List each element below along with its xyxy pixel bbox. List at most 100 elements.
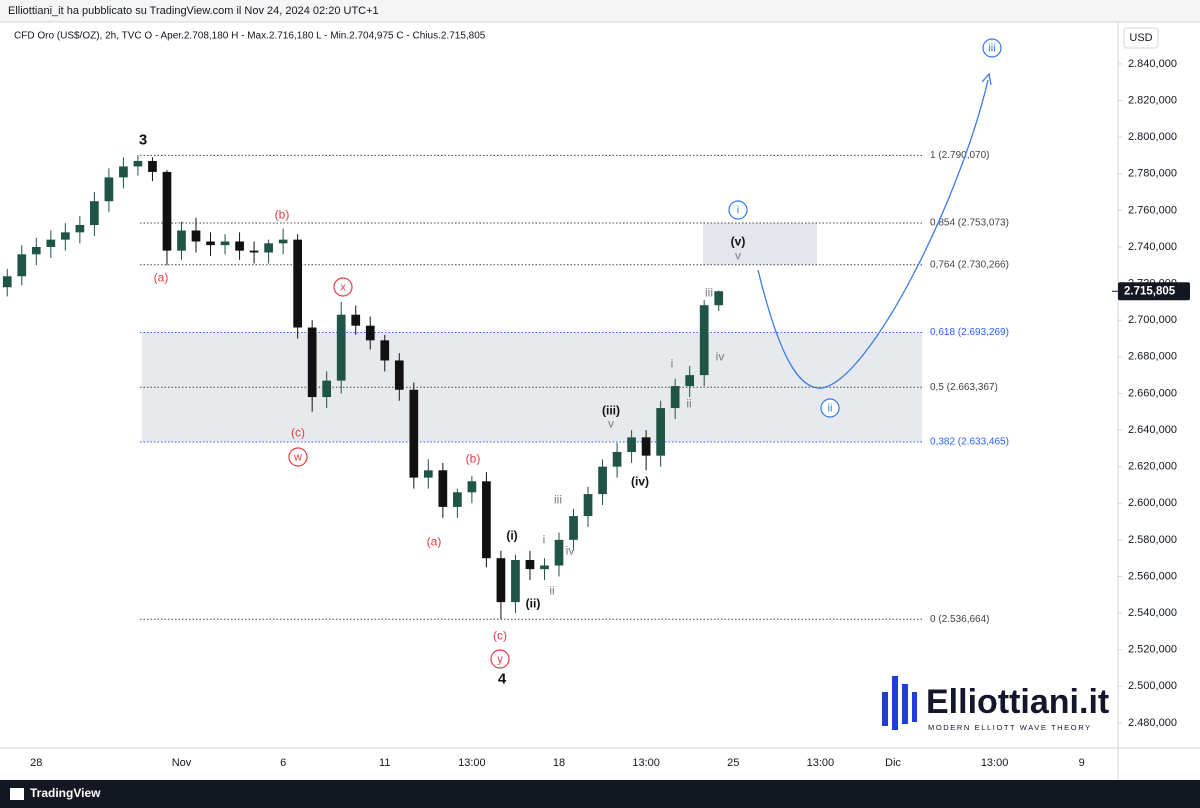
wave-label: (b): [466, 452, 481, 466]
projection-curve: [757, 79, 989, 389]
x-tick-label: Nov: [172, 757, 192, 769]
candle-body: [569, 516, 578, 540]
candle-body: [438, 470, 448, 507]
top-bar: [0, 0, 1200, 22]
candle-body: [685, 375, 695, 387]
logo-bar: [882, 692, 888, 726]
y-tick-label: 2.700,000: [1128, 314, 1177, 326]
fib-label: 0,854 (2.753,073): [930, 218, 1009, 229]
x-tick-label: 6: [280, 757, 286, 769]
candle-body: [699, 305, 709, 376]
x-tick-label: 25: [727, 757, 739, 769]
symbol-legend: CFD Oro (US$/OZ), 2h, TVC O - Aper.2.708…: [14, 31, 486, 42]
x-tick-label: 13:00: [632, 757, 660, 769]
wave-label: ii: [686, 397, 691, 411]
candle-body: [60, 232, 70, 240]
candle-body: [394, 360, 404, 390]
currency-button[interactable]: [1123, 27, 1159, 49]
wave-circle: [490, 649, 510, 669]
y-tick-label: 2.680,000: [1128, 351, 1177, 363]
logo-bar: [902, 684, 908, 724]
wave-label: iii: [554, 493, 562, 507]
wave-label: i: [737, 204, 739, 216]
wave-label: ii: [549, 584, 554, 598]
wave-label: (b): [275, 208, 290, 222]
y-tick-label: 2.600,000: [1128, 497, 1177, 509]
x-tick-label: 13:00: [458, 757, 486, 769]
logo-bar: [912, 692, 917, 722]
candle-body: [162, 171, 172, 251]
candle-body: [482, 481, 491, 559]
candle-body: [656, 408, 665, 456]
y-tick-label: 2.520,000: [1128, 644, 1177, 656]
y-tick-label: 2.580,000: [1128, 534, 1177, 546]
candle-body: [177, 230, 186, 251]
candle-body: [322, 380, 332, 398]
candle-body: [264, 243, 273, 253]
candle-body: [583, 494, 593, 517]
wave-label: y: [497, 653, 503, 665]
x-tick-label: 18: [553, 757, 565, 769]
candle-body: [423, 470, 433, 478]
wave-circle: [288, 447, 308, 467]
wave-label: (i): [506, 529, 517, 543]
y-tick-label: 2.840,000: [1128, 58, 1177, 70]
logo-name: Elliottiani.it: [926, 683, 1109, 721]
candle-body: [453, 492, 462, 507]
fib-label: 0,764 (2.730,266): [930, 259, 1009, 270]
y-tick-label: 2.560,000: [1128, 570, 1177, 582]
y-tick-label: 2.780,000: [1128, 168, 1177, 180]
candle-body: [351, 314, 361, 326]
y-tick-label: 2.800,000: [1128, 131, 1177, 143]
wave-label: (a): [154, 271, 169, 285]
y-tick-label: 2.760,000: [1128, 204, 1177, 216]
candle-body: [714, 291, 724, 306]
candle-body: [75, 225, 85, 233]
y-tick-label: 2.500,000: [1128, 680, 1177, 692]
candle-body: [119, 166, 128, 178]
candle-body: [612, 451, 622, 467]
candle-body: [90, 201, 99, 226]
candle-body: [293, 239, 303, 328]
wave-label: iv: [716, 350, 725, 364]
candle-body: [148, 160, 157, 172]
last-price-tag: [1118, 282, 1190, 301]
candle-body: [670, 386, 680, 409]
candle-body: [496, 558, 506, 603]
wave-circle: [728, 200, 748, 220]
candle-body: [540, 565, 549, 570]
footer-logo-icon: [10, 788, 24, 800]
candle-body: [525, 560, 535, 570]
candle-body: [235, 241, 244, 251]
fib-label: 1 (2.790,070): [930, 150, 990, 161]
candle-body: [46, 239, 56, 247]
last-price-label: 2.715,805: [1124, 285, 1176, 297]
wave-label: iii: [705, 286, 713, 300]
x-tick-label: 13:00: [807, 757, 835, 769]
x-tick-label: Dic: [885, 757, 901, 769]
currency: USD: [1129, 32, 1152, 44]
wave-label: ii: [828, 402, 833, 414]
candle-body: [598, 466, 607, 495]
publish-info: Elliottiani_it ha pubblicato su TradingV…: [8, 5, 379, 17]
wave-label: 4: [498, 670, 507, 687]
candle-body: [641, 437, 651, 456]
wave-label: (v): [731, 235, 746, 249]
wave-label: (c): [493, 629, 507, 643]
y-tick-label: 2.620,000: [1128, 461, 1177, 473]
candle-body: [220, 241, 230, 246]
candle-body: [627, 437, 636, 452]
candle-body: [467, 481, 477, 493]
x-tick-label: 11: [379, 757, 390, 769]
candle-body: [307, 327, 317, 398]
y-tick-label: 2.740,000: [1128, 241, 1177, 253]
wave-label: v: [608, 417, 614, 431]
candle-body: [365, 325, 375, 341]
footer-bar: [0, 780, 1200, 808]
projection-arrow: [981, 72, 992, 86]
y-tick-label: 2.820,000: [1128, 94, 1177, 106]
wave-circle: [333, 277, 353, 297]
logo-bar: [892, 676, 898, 730]
candle-body: [2, 276, 12, 288]
